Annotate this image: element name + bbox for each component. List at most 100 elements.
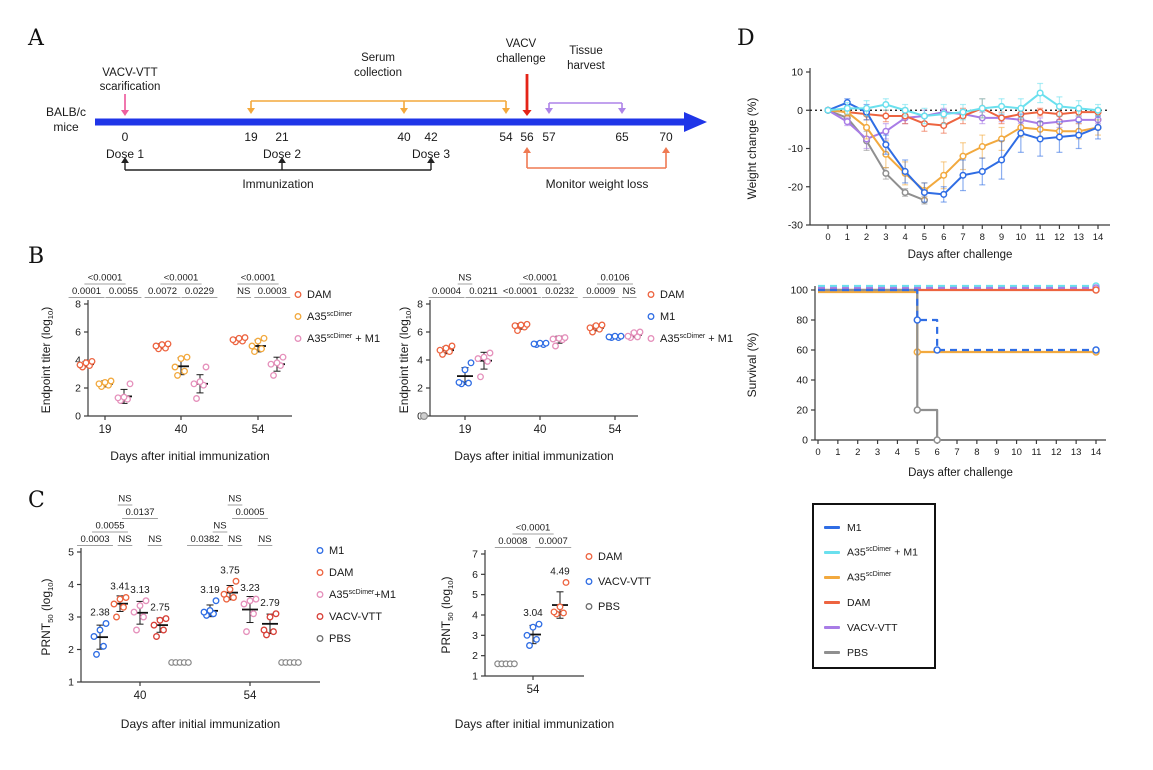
svg-text:collection: collection bbox=[354, 67, 402, 79]
svg-text:11: 11 bbox=[1035, 232, 1045, 243]
svg-text:14: 14 bbox=[1091, 447, 1102, 458]
svg-text:0.0137: 0.0137 bbox=[125, 507, 154, 518]
svg-text:0.0003: 0.0003 bbox=[258, 286, 287, 297]
svg-text:0.0232: 0.0232 bbox=[545, 286, 574, 297]
series-DAM: 3.41 3.75 bbox=[110, 565, 240, 621]
stat-annotations: 0.0004 0.0211 NS <0.0001 0.0232 <0.0001 0.0009… bbox=[428, 273, 637, 298]
svg-text:<0.0001: <0.0001 bbox=[523, 273, 558, 284]
svg-text:Days after initial immunizatio: Days after initial immunization bbox=[121, 717, 280, 731]
svg-text:70: 70 bbox=[659, 130, 673, 144]
svg-text:challenge: challenge bbox=[496, 53, 545, 65]
svg-text:-10: -10 bbox=[788, 143, 803, 155]
svg-text:PBS: PBS bbox=[329, 633, 351, 645]
axes: 0 2 4 6 8 Endpoint titer (log10) 19 40 54 Days af… bbox=[39, 299, 292, 463]
legend-entry: A35scDimer bbox=[824, 565, 934, 590]
svg-text:<0.0001: <0.0001 bbox=[241, 273, 276, 284]
series-PBS bbox=[168, 659, 302, 666]
legend: DAM M1 A35scDimer + M1 bbox=[647, 289, 733, 345]
svg-text:NS: NS bbox=[228, 494, 241, 505]
svg-text:56: 56 bbox=[520, 130, 534, 144]
svg-text:3: 3 bbox=[472, 630, 478, 642]
svg-text:1: 1 bbox=[472, 671, 478, 683]
svg-text:9: 9 bbox=[994, 447, 999, 458]
panel-c-label: C bbox=[28, 488, 45, 513]
legend-label: M1 bbox=[847, 521, 862, 534]
svg-text:10: 10 bbox=[1011, 447, 1022, 458]
stat-annotations: 0.0001 0.0055 <0.0001 0.0072 0.0229 <0.0001 NS… bbox=[68, 273, 291, 298]
svg-text:2: 2 bbox=[855, 447, 860, 458]
legend-line-swatch bbox=[824, 626, 840, 629]
svg-text:BALB/c: BALB/c bbox=[46, 105, 86, 119]
panel-c-left-prnt50-chart: 1 2 3 4 5 PRNT50 (log10) 40 54 Days after initia… bbox=[39, 494, 396, 732]
svg-text:5: 5 bbox=[472, 589, 478, 601]
series-A35scDimer bbox=[95, 334, 268, 391]
svg-text:NS: NS bbox=[148, 534, 161, 545]
legend-entry: DAM bbox=[824, 590, 934, 615]
svg-text:Dose 1: Dose 1 bbox=[106, 147, 144, 161]
svg-text:NS: NS bbox=[213, 521, 226, 532]
svg-text:Weight change (%): Weight change (%) bbox=[745, 98, 759, 200]
svg-text:0.0211: 0.0211 bbox=[469, 286, 497, 297]
svg-text:0: 0 bbox=[75, 411, 81, 423]
svg-text:0.0007: 0.0007 bbox=[539, 536, 568, 547]
series-PBS bbox=[824, 106, 928, 205]
svg-text:54: 54 bbox=[252, 424, 265, 436]
svg-text:NS: NS bbox=[258, 534, 271, 545]
legend-line-swatch bbox=[824, 576, 840, 579]
series-DAM bbox=[76, 334, 249, 371]
svg-text:40: 40 bbox=[175, 424, 188, 436]
svg-text:19: 19 bbox=[244, 130, 258, 144]
svg-text:<0.0001: <0.0001 bbox=[88, 273, 123, 284]
svg-text:<0.0001: <0.0001 bbox=[164, 273, 199, 284]
svg-text:4: 4 bbox=[75, 355, 81, 367]
data-points bbox=[436, 320, 644, 388]
data-series bbox=[824, 82, 1102, 205]
svg-text:NS: NS bbox=[623, 286, 636, 297]
svg-text:mice: mice bbox=[53, 120, 79, 134]
svg-text:2.38: 2.38 bbox=[90, 608, 110, 619]
svg-text:1: 1 bbox=[845, 232, 850, 243]
svg-text:0: 0 bbox=[797, 105, 803, 117]
svg-text:4: 4 bbox=[902, 232, 907, 243]
legend: DAM A35scDimer A35scDimer + M1 bbox=[294, 289, 380, 345]
series-PBS bbox=[494, 660, 518, 668]
legend-label: PBS bbox=[847, 646, 869, 659]
svg-text:VACV-VTT: VACV-VTT bbox=[329, 611, 382, 623]
svg-text:1: 1 bbox=[835, 447, 840, 458]
svg-text:2.79: 2.79 bbox=[260, 598, 280, 609]
svg-text:DAM: DAM bbox=[307, 289, 331, 301]
svg-text:100: 100 bbox=[790, 285, 808, 297]
svg-text:0.0004: 0.0004 bbox=[432, 286, 461, 297]
svg-text:<0.0001: <0.0001 bbox=[503, 286, 538, 297]
svg-text:A35scDimer+M1: A35scDimer+M1 bbox=[329, 589, 396, 601]
svg-text:A35scDimer + M1: A35scDimer + M1 bbox=[660, 333, 733, 345]
svg-text:0.0382: 0.0382 bbox=[190, 534, 219, 545]
svg-text:VACV-VTT: VACV-VTT bbox=[102, 67, 157, 79]
svg-text:13: 13 bbox=[1071, 447, 1082, 458]
series-A35scDimer bbox=[818, 290, 1100, 356]
svg-text:3.13: 3.13 bbox=[130, 585, 150, 596]
svg-text:DAM: DAM bbox=[598, 551, 622, 563]
svg-text:2: 2 bbox=[417, 383, 423, 395]
svg-text:54: 54 bbox=[244, 690, 257, 702]
svg-text:65: 65 bbox=[615, 130, 629, 144]
svg-text:4: 4 bbox=[68, 579, 74, 591]
panel-d-label: D bbox=[737, 26, 755, 51]
svg-text:Dose 3: Dose 3 bbox=[412, 147, 450, 161]
series-PBS bbox=[818, 288, 941, 444]
svg-text:0: 0 bbox=[122, 130, 129, 144]
svg-text:A35scDimer: A35scDimer bbox=[307, 311, 353, 323]
svg-text:8: 8 bbox=[974, 447, 979, 458]
series-A35scDimer + M1 bbox=[474, 328, 644, 381]
svg-text:6: 6 bbox=[75, 327, 81, 339]
svg-text:8: 8 bbox=[75, 299, 81, 311]
svg-text:NS: NS bbox=[118, 494, 131, 505]
panel-a-label: A bbox=[28, 26, 44, 51]
svg-text:2: 2 bbox=[75, 383, 81, 395]
svg-text:40: 40 bbox=[134, 690, 147, 702]
svg-text:NS: NS bbox=[237, 286, 250, 297]
